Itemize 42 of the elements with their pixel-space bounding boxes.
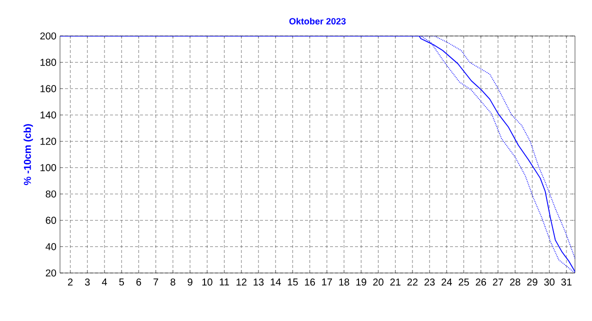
y-tick-label: 20 xyxy=(46,269,56,277)
x-tick-label: 9 xyxy=(188,278,192,286)
x-tick-label: 2 xyxy=(68,278,73,286)
x-tick-label: 3 xyxy=(84,278,90,286)
x-tick-label: 22 xyxy=(407,278,418,286)
x-tick-label: 10 xyxy=(202,278,212,286)
chart-title: Oktober 2023 xyxy=(289,18,346,24)
x-tick-label: 26 xyxy=(476,278,486,286)
y-axis-title: % -10cm (cb) xyxy=(24,124,33,186)
y-tick-label: 140 xyxy=(40,111,56,119)
y-tick-label: 160 xyxy=(40,85,56,92)
x-tick-label: 12 xyxy=(236,278,246,286)
x-tick-label: 18 xyxy=(339,278,350,286)
x-tick-label: 4 xyxy=(102,278,107,286)
x-tick-label: 27 xyxy=(492,278,504,286)
x-tick-label: 29 xyxy=(527,278,538,286)
x-tick-label: 14 xyxy=(270,278,281,286)
y-tick-label: 120 xyxy=(40,138,56,145)
y-tick-label: 40 xyxy=(46,243,56,250)
x-tick-label: 20 xyxy=(373,278,384,286)
x-tick-label: 11 xyxy=(220,278,229,286)
x-tick-label: 7 xyxy=(154,278,158,286)
x-tick-label: 13 xyxy=(254,278,264,286)
x-tick-label: 8 xyxy=(170,278,176,286)
x-tick-label: 31 xyxy=(561,278,572,286)
x-tick-label: 30 xyxy=(544,278,555,286)
y-tick-label: 60 xyxy=(46,216,56,224)
x-tick-label: 21 xyxy=(390,278,400,286)
x-tick-label: 15 xyxy=(288,278,298,286)
y-tick-label: 80 xyxy=(46,190,56,198)
y-tick-label: 200 xyxy=(40,32,56,40)
x-tick-label: 24 xyxy=(442,278,452,286)
x-tick-label: 19 xyxy=(356,278,366,286)
x-tick-label: 28 xyxy=(510,278,520,286)
x-tick-label: 5 xyxy=(119,278,124,286)
x-tick-label: 17 xyxy=(322,278,332,286)
x-tick-label: 16 xyxy=(305,278,315,286)
x-tick-label: 23 xyxy=(424,278,435,286)
x-tick-label: 25 xyxy=(458,278,469,286)
y-tick-label: 100 xyxy=(40,164,56,172)
x-tick-label: 6 xyxy=(136,278,142,286)
y-tick-label: 180 xyxy=(40,58,56,66)
